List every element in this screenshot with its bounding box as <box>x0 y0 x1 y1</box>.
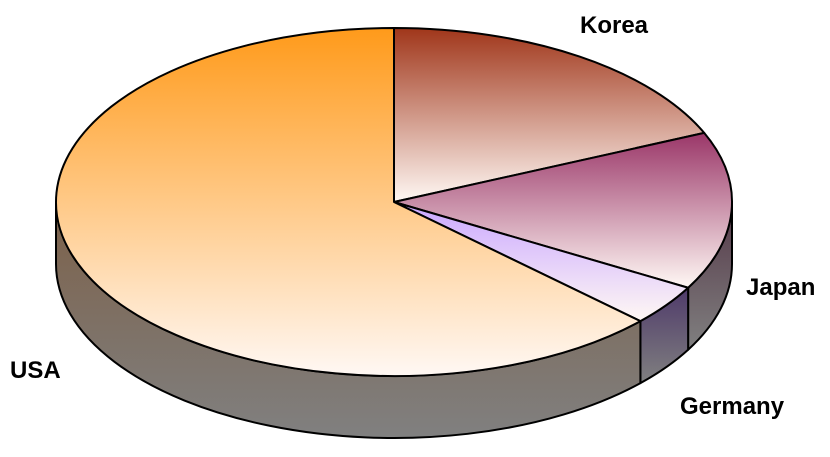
slice-korea <box>393 27 706 203</box>
label-usa: USA <box>10 357 61 384</box>
pie-side-walls <box>55 201 733 439</box>
slice-japan <box>393 131 733 289</box>
slice-usa <box>55 27 642 377</box>
label-japan: Japan <box>746 274 815 301</box>
label-korea: Korea <box>580 12 649 39</box>
pie-top-faces <box>55 27 733 377</box>
pie-labels: Korea Japan Germany USA <box>10 12 815 420</box>
label-germany: Germany <box>680 393 785 420</box>
